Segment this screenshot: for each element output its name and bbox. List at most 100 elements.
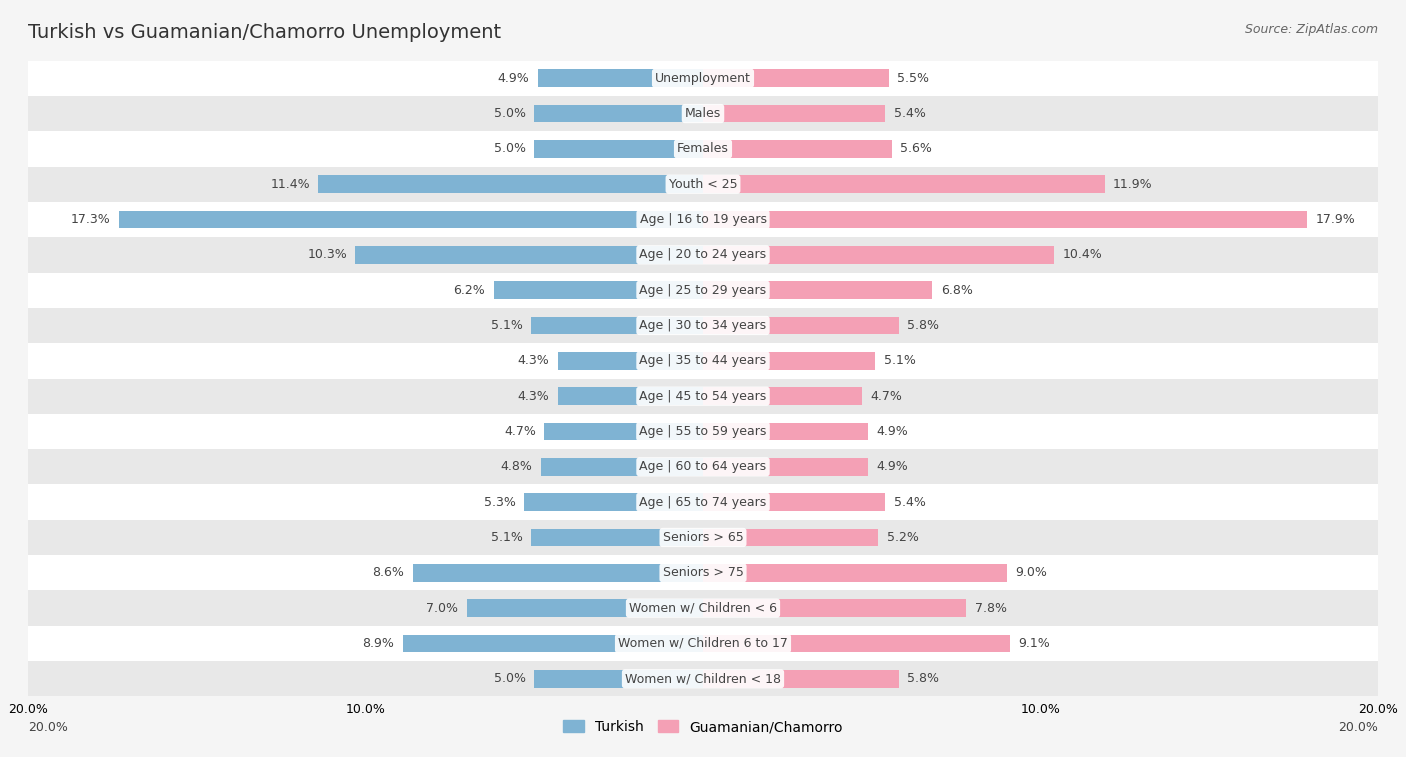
- Bar: [703, 600, 966, 617]
- Bar: [356, 246, 703, 263]
- Text: 4.9%: 4.9%: [498, 72, 529, 85]
- Text: Women w/ Children < 6: Women w/ Children < 6: [628, 602, 778, 615]
- Text: 20.0%: 20.0%: [28, 721, 67, 734]
- Text: 9.0%: 9.0%: [1015, 566, 1047, 579]
- Text: 4.9%: 4.9%: [877, 425, 908, 438]
- Bar: [544, 422, 703, 441]
- Bar: [28, 308, 1378, 343]
- Text: 4.9%: 4.9%: [877, 460, 908, 473]
- Text: 11.4%: 11.4%: [270, 178, 309, 191]
- Bar: [703, 140, 891, 157]
- Bar: [28, 167, 1378, 202]
- Bar: [120, 210, 703, 229]
- Bar: [318, 176, 703, 193]
- Legend: Turkish, Guamanian/Chamorro: Turkish, Guamanian/Chamorro: [562, 720, 844, 734]
- Text: 9.1%: 9.1%: [1018, 637, 1050, 650]
- Bar: [28, 273, 1378, 308]
- Bar: [28, 590, 1378, 626]
- Bar: [28, 131, 1378, 167]
- Bar: [28, 378, 1378, 414]
- Text: Women w/ Children < 18: Women w/ Children < 18: [626, 672, 780, 685]
- Text: 5.0%: 5.0%: [494, 672, 526, 685]
- Text: Age | 16 to 19 years: Age | 16 to 19 years: [640, 213, 766, 226]
- Text: 8.6%: 8.6%: [373, 566, 405, 579]
- Text: 5.1%: 5.1%: [491, 319, 523, 332]
- Text: 5.4%: 5.4%: [894, 107, 925, 120]
- Text: Age | 65 to 74 years: Age | 65 to 74 years: [640, 496, 766, 509]
- Bar: [524, 494, 703, 511]
- Text: 5.4%: 5.4%: [894, 496, 925, 509]
- Text: 4.7%: 4.7%: [505, 425, 536, 438]
- Text: 5.0%: 5.0%: [494, 107, 526, 120]
- Text: 5.0%: 5.0%: [494, 142, 526, 155]
- Text: 20.0%: 20.0%: [1339, 721, 1378, 734]
- Text: Males: Males: [685, 107, 721, 120]
- Text: Seniors > 75: Seniors > 75: [662, 566, 744, 579]
- Bar: [703, 70, 889, 87]
- Bar: [558, 388, 703, 405]
- Bar: [28, 626, 1378, 661]
- Text: Age | 55 to 59 years: Age | 55 to 59 years: [640, 425, 766, 438]
- Text: 11.9%: 11.9%: [1114, 178, 1153, 191]
- Text: 8.9%: 8.9%: [363, 637, 394, 650]
- Bar: [413, 564, 703, 581]
- Bar: [28, 343, 1378, 378]
- Bar: [703, 388, 862, 405]
- Bar: [28, 414, 1378, 449]
- Text: Age | 45 to 54 years: Age | 45 to 54 years: [640, 390, 766, 403]
- Text: Youth < 25: Youth < 25: [669, 178, 737, 191]
- Text: 10.4%: 10.4%: [1063, 248, 1102, 261]
- Bar: [558, 352, 703, 369]
- Text: Turkish vs Guamanian/Chamorro Unemployment: Turkish vs Guamanian/Chamorro Unemployme…: [28, 23, 502, 42]
- Bar: [28, 484, 1378, 520]
- Text: Females: Females: [678, 142, 728, 155]
- Text: Unemployment: Unemployment: [655, 72, 751, 85]
- Text: 4.3%: 4.3%: [517, 390, 550, 403]
- Text: Age | 60 to 64 years: Age | 60 to 64 years: [640, 460, 766, 473]
- Bar: [28, 520, 1378, 555]
- Bar: [703, 494, 886, 511]
- Bar: [534, 104, 703, 123]
- Text: 7.0%: 7.0%: [426, 602, 458, 615]
- Bar: [703, 564, 1007, 581]
- Bar: [467, 600, 703, 617]
- Bar: [534, 140, 703, 157]
- Bar: [703, 352, 875, 369]
- Text: Source: ZipAtlas.com: Source: ZipAtlas.com: [1244, 23, 1378, 36]
- Text: 5.8%: 5.8%: [907, 672, 939, 685]
- Text: 17.9%: 17.9%: [1316, 213, 1355, 226]
- Bar: [28, 661, 1378, 696]
- Bar: [537, 70, 703, 87]
- Bar: [531, 316, 703, 335]
- Bar: [703, 422, 869, 441]
- Bar: [534, 670, 703, 687]
- Text: 4.7%: 4.7%: [870, 390, 901, 403]
- Text: 6.2%: 6.2%: [454, 284, 485, 297]
- Bar: [703, 634, 1010, 653]
- Text: Age | 20 to 24 years: Age | 20 to 24 years: [640, 248, 766, 261]
- Text: 5.1%: 5.1%: [491, 531, 523, 544]
- Bar: [703, 282, 932, 299]
- Bar: [541, 458, 703, 475]
- Text: 5.1%: 5.1%: [883, 354, 915, 367]
- Bar: [703, 104, 886, 123]
- Text: 4.3%: 4.3%: [517, 354, 550, 367]
- Bar: [28, 202, 1378, 237]
- Bar: [703, 210, 1308, 229]
- Text: 5.8%: 5.8%: [907, 319, 939, 332]
- Text: Age | 25 to 29 years: Age | 25 to 29 years: [640, 284, 766, 297]
- Text: 5.3%: 5.3%: [484, 496, 516, 509]
- Text: Age | 35 to 44 years: Age | 35 to 44 years: [640, 354, 766, 367]
- Text: Age | 30 to 34 years: Age | 30 to 34 years: [640, 319, 766, 332]
- Bar: [28, 555, 1378, 590]
- Text: 10.3%: 10.3%: [308, 248, 347, 261]
- Text: 17.3%: 17.3%: [72, 213, 111, 226]
- Bar: [703, 670, 898, 687]
- Text: Women w/ Children 6 to 17: Women w/ Children 6 to 17: [619, 637, 787, 650]
- Bar: [28, 61, 1378, 96]
- Text: 4.8%: 4.8%: [501, 460, 533, 473]
- Text: 5.2%: 5.2%: [887, 531, 918, 544]
- Text: 5.5%: 5.5%: [897, 72, 929, 85]
- Bar: [703, 246, 1054, 263]
- Text: 6.8%: 6.8%: [941, 284, 973, 297]
